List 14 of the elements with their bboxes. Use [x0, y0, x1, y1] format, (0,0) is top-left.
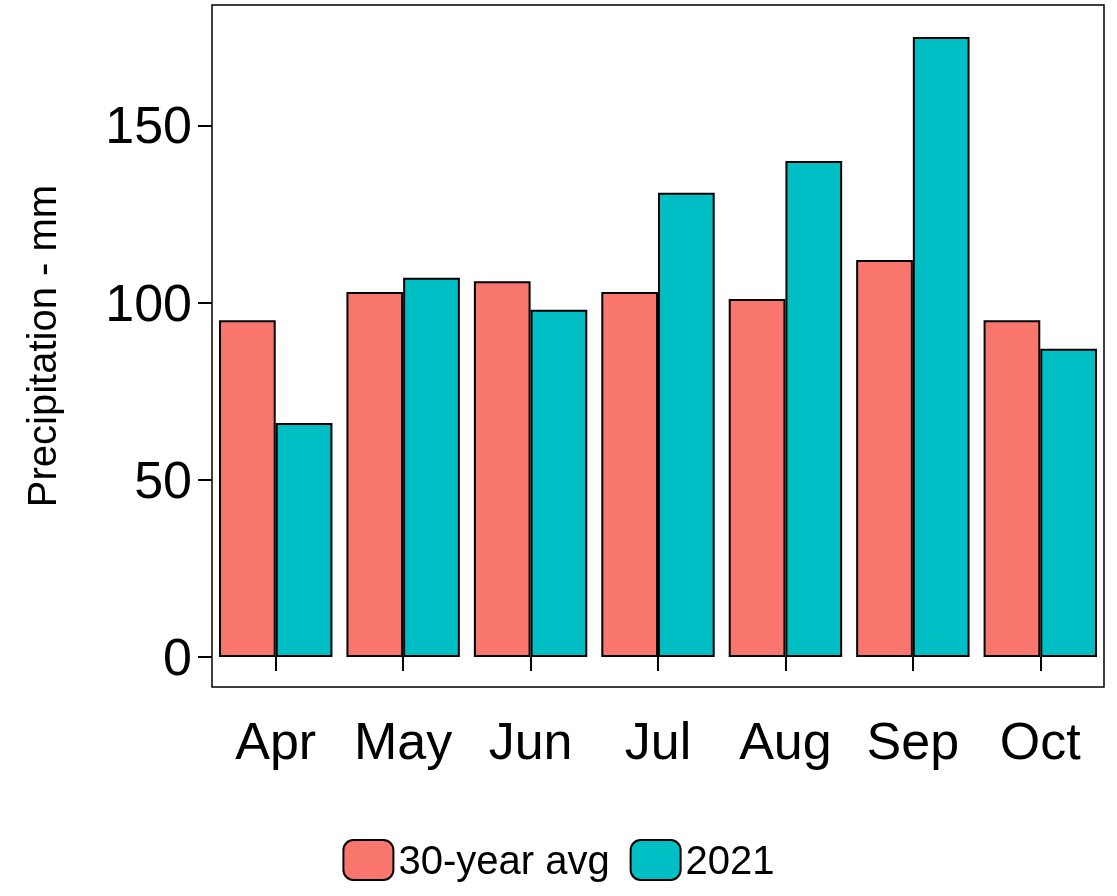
x-tick-label: Apr	[235, 712, 317, 770]
legend-label: 30-year avg	[398, 838, 610, 882]
legend-label: 2021	[685, 838, 775, 882]
x-tick-label: Aug	[739, 712, 832, 770]
x-tick-label: Sep	[866, 712, 960, 770]
y-tick-label: 0	[163, 627, 192, 686]
x-tick-label: Jun	[488, 712, 573, 770]
y-tick-label: 100	[105, 273, 192, 332]
y-tick-label: 50	[134, 450, 192, 509]
y-axis-title: Precipitation - mm	[20, 184, 64, 508]
y-tick-label: 150	[105, 96, 192, 155]
x-tick-label: May	[354, 712, 453, 770]
x-tick-label: Oct	[999, 712, 1082, 770]
x-tick-label: Jul	[624, 712, 692, 770]
